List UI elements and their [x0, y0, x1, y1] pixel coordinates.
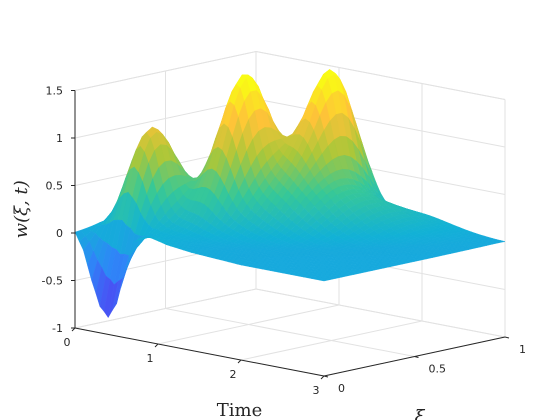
x-tick-label: 3	[313, 384, 320, 397]
y-tick-mark	[323, 375, 329, 378]
axis-ticks: 0 1 2 3 0 0.5 1 -1 -0.5 0 0.5 1 1.5	[42, 85, 526, 398]
z-tick-label: -0.5	[42, 275, 63, 288]
y-tick-label: 0.5	[429, 363, 447, 376]
surface-patch	[319, 278, 331, 282]
z-axis-label: w(ξ, t)	[11, 180, 32, 238]
grid-line-floor	[74, 288, 257, 329]
x-tick-label: 1	[147, 352, 154, 365]
grid-line-floor	[255, 288, 506, 338]
x-axis-line	[74, 327, 325, 377]
x-tick-mark	[154, 343, 159, 348]
box-edge	[255, 51, 506, 100]
grid-line-floor	[157, 304, 340, 345]
x-tick-label: 2	[230, 368, 237, 381]
grid-line-floor	[165, 308, 415, 357]
grid-line-floor	[240, 320, 423, 361]
z-tick-label: -1	[52, 322, 63, 335]
y-tick-label: 0	[338, 382, 345, 395]
axis-labels: Time ξ w(ξ, t)	[11, 180, 426, 420]
y-tick-label: 1	[519, 343, 526, 356]
z-tick-label: 0.5	[46, 180, 64, 193]
x-axis-label: Time	[217, 400, 262, 420]
x-tick-mark	[237, 359, 242, 364]
y-tick-mark	[504, 336, 510, 339]
y-tick-mark	[414, 356, 419, 358]
z-tick-label: 0	[56, 227, 63, 240]
x-tick-label: 0	[64, 336, 71, 349]
grid-line-back-wall	[255, 98, 506, 148]
z-tick-label: 1	[56, 132, 63, 145]
x-tick-mark	[320, 375, 325, 380]
surface-plot	[74, 69, 506, 319]
box-edge	[74, 51, 257, 91]
z-tick-label: 1.5	[46, 85, 64, 98]
y-axis-label: ξ	[415, 407, 426, 420]
